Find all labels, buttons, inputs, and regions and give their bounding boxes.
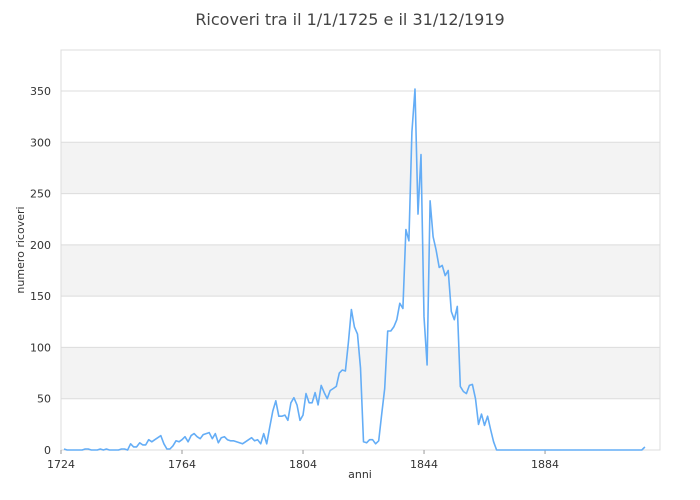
y-tick-label: 50 — [37, 393, 51, 406]
grid-band — [61, 244, 660, 297]
x-tick-label: 1884 — [531, 458, 559, 471]
x-tick-label: 1804 — [289, 458, 317, 471]
y-tick-label: 300 — [30, 136, 51, 149]
y-axis-label: numero ricoveri — [14, 206, 27, 293]
y-tick-label: 350 — [30, 85, 51, 98]
chart-title: Ricoveri tra il 1/1/1725 e il 31/12/1919 — [195, 10, 505, 29]
y-tick-label: 0 — [44, 444, 51, 457]
y-tick-label: 150 — [30, 290, 51, 303]
x-tick-label: 1724 — [47, 458, 75, 471]
x-axis-label: anni — [348, 468, 372, 481]
grid-band — [61, 142, 660, 194]
y-tick-label: 100 — [30, 341, 51, 354]
x-tick-label: 1844 — [410, 458, 438, 471]
x-tick-label: 1764 — [168, 458, 196, 471]
y-tick-label: 200 — [30, 239, 51, 252]
y-tick-label: 250 — [30, 188, 51, 201]
